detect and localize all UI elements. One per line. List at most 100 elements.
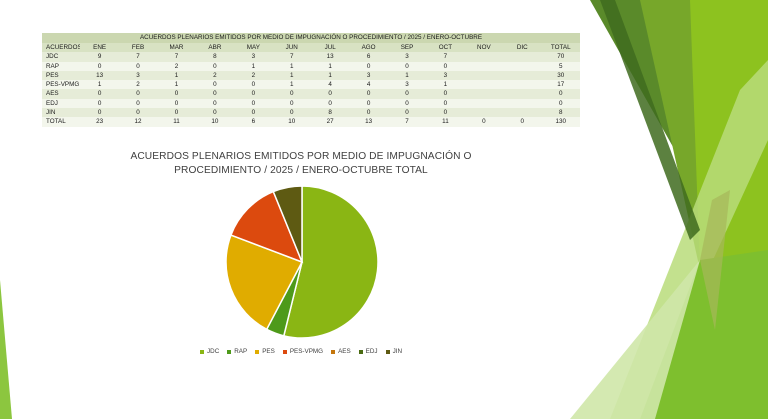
- table-cell: 11: [426, 117, 465, 127]
- table-header-row: ACUERDOS ENE FEB MAR ABR MAY JUN JUL AGO SEP OCT NO…: [42, 43, 580, 53]
- table-cell: 0: [387, 89, 427, 99]
- table-cell: 27: [310, 117, 350, 127]
- table-row: PES 13 3 1 2 2 1 1 3 1 3 30: [42, 70, 580, 81]
- table-cell: 1: [310, 61, 350, 71]
- table-cell: 0: [195, 108, 235, 118]
- column-header: JUN: [272, 43, 311, 53]
- row-label-cell: JDC: [42, 52, 81, 62]
- deco-right-edge-dark-strip: [600, 0, 700, 240]
- table-cell: 0: [503, 117, 542, 127]
- data-table: ACUERDOS PLENARIOS EMITIDOS POR MEDIO DE…: [42, 33, 580, 127]
- table-cell: 0: [426, 89, 465, 99]
- table-cell: 1: [272, 61, 311, 71]
- table-cell: 1: [234, 61, 273, 71]
- deco-right-bottom-light-wedge: [570, 260, 700, 419]
- table-cell: [464, 98, 504, 109]
- legend-label: PES: [262, 348, 275, 355]
- chart-legend: JDC RAP PES PES-VPMG AES EDJ JIN: [200, 348, 410, 355]
- table-cell: 1: [157, 70, 196, 81]
- table-cell: 0: [426, 98, 465, 109]
- table-row: EDJ 0 0 0 0 0 0 0 0 0 0 0: [42, 98, 580, 109]
- column-header: MAR: [157, 43, 196, 53]
- table-cell: 9: [80, 52, 119, 62]
- table-cell: 0: [118, 108, 158, 118]
- table-cell: 0: [118, 61, 158, 71]
- table-cell: 1: [272, 80, 311, 90]
- table-cell: 3: [118, 70, 158, 81]
- table-cell: 0: [272, 108, 311, 118]
- deco-right-olive-shape: [700, 190, 730, 330]
- table-cell: 0: [118, 89, 158, 99]
- row-label-cell: RAP: [42, 61, 81, 71]
- table-cell: 10: [272, 117, 311, 127]
- table-cell: 0: [272, 98, 311, 109]
- table-row: AES 0 0 0 0 0 0 0 0 0 0 0: [42, 89, 580, 99]
- table-cell: 7: [118, 52, 158, 62]
- table-cell: 5: [541, 61, 580, 71]
- table-row: TOTAL 23 12 11 10 6 10 27 13 7 11 0 0 130: [42, 117, 580, 127]
- table-cell: 7: [272, 52, 311, 62]
- row-label-cell: TOTAL: [42, 117, 81, 127]
- table-cell: 2: [118, 80, 158, 90]
- legend-swatch: [282, 349, 287, 354]
- table-cell: [464, 89, 504, 99]
- row-label-cell: AES: [42, 89, 81, 99]
- table-cell: 13: [80, 70, 119, 81]
- legend-swatch: [227, 349, 232, 354]
- table-cell: 0: [234, 89, 273, 99]
- column-header: NOV: [464, 43, 504, 53]
- table-cell: 70: [541, 52, 580, 62]
- table-cell: 0: [157, 108, 196, 118]
- table-cell: 7: [426, 52, 465, 62]
- legend-label: RAP: [234, 348, 248, 355]
- table-cell: 10: [195, 117, 235, 127]
- table-cell: 0: [310, 89, 350, 99]
- table-cell: 0: [349, 61, 388, 71]
- table-cell: 8: [541, 108, 580, 118]
- column-header: SEP: [387, 43, 427, 53]
- table-cell: 0: [349, 98, 388, 109]
- legend-swatch: [200, 349, 204, 354]
- table-cell: 130: [541, 117, 580, 127]
- legend-swatch: [331, 349, 336, 354]
- table-cell: 0: [464, 117, 504, 127]
- table-cell: 13: [349, 117, 388, 127]
- table-cell: 6: [234, 117, 273, 127]
- legend-label: AES: [338, 348, 351, 355]
- pie-slice-jin: [272, 185, 303, 263]
- legend-item: AES: [331, 348, 351, 355]
- table-cell: 0: [234, 108, 273, 118]
- row-label-cell: EDJ: [42, 98, 81, 109]
- table-cell: 0: [272, 89, 311, 99]
- table-cell: 0: [426, 108, 465, 118]
- legend-item: JIN: [385, 348, 402, 355]
- table-cell: [503, 108, 542, 118]
- legend-item: JDC: [200, 348, 219, 355]
- column-header: ACUERDOS: [42, 43, 81, 53]
- table-cell: 0: [387, 61, 427, 71]
- table-cell: 0: [234, 80, 273, 90]
- column-header: AGO: [349, 43, 388, 53]
- table-cell: 11: [157, 117, 196, 127]
- table-cell: 17: [541, 80, 580, 90]
- table-cell: 0: [387, 98, 427, 109]
- table-row: PES-VPMG 1 2 1 0 0 1 4 4 3 1 17: [42, 80, 580, 90]
- legend-item: PES: [255, 348, 275, 355]
- table-cell: 2: [195, 70, 235, 81]
- table-cell: 8: [310, 108, 350, 118]
- table-cell: [464, 108, 504, 118]
- table-cell: 0: [80, 98, 119, 109]
- table-cell: 1: [157, 80, 196, 90]
- legend-swatch: [255, 349, 260, 354]
- table-cell: 4: [349, 80, 388, 90]
- table-cell: 1: [387, 70, 427, 81]
- table-cell: 0: [195, 89, 235, 99]
- table-cell: [464, 61, 504, 71]
- legend-label: JDC: [207, 348, 220, 355]
- table-cell: 0: [349, 108, 388, 118]
- deco-right-bright-green-wedge: [640, 250, 768, 419]
- table-cell: 0: [426, 61, 465, 71]
- deco-left-green-shape: [0, 280, 12, 419]
